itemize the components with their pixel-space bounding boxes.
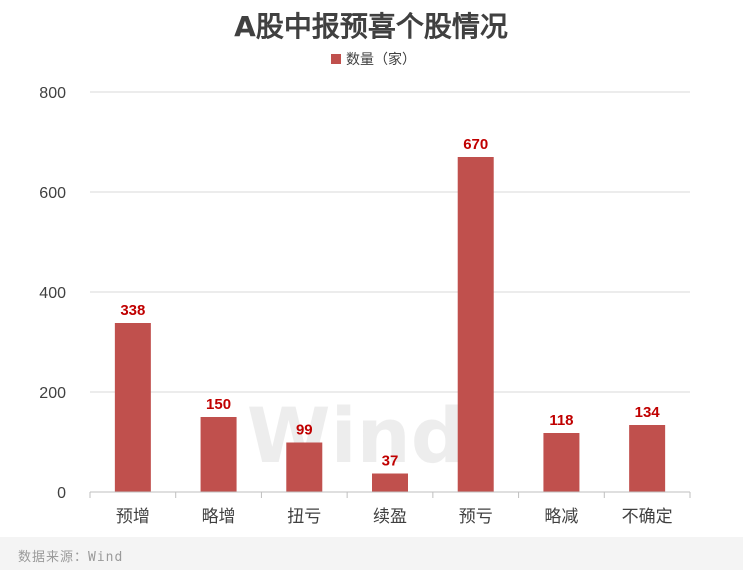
bar	[286, 442, 323, 492]
y-tick-label: 200	[39, 385, 66, 402]
bar	[372, 473, 408, 492]
data-label: 99	[296, 422, 313, 439]
x-tick-label: 续盈	[373, 507, 407, 527]
gridlines	[90, 91, 690, 393]
legend-swatch	[331, 54, 341, 64]
data-label: 37	[382, 453, 399, 470]
y-tick-label: 0	[57, 485, 66, 502]
footer-band	[0, 537, 743, 570]
source-note: 数据来源：Wind	[18, 550, 124, 565]
y-tick-label: 400	[39, 285, 66, 302]
bars	[114, 157, 666, 492]
x-tick-label: 扭亏	[287, 507, 321, 527]
data-label: 338	[120, 302, 145, 319]
y-tick-label: 600	[39, 185, 66, 202]
bar	[200, 417, 237, 492]
data-labels: 338 150 99 37 670 118 134	[120, 136, 660, 470]
legend: 数量（家）	[331, 51, 416, 68]
x-tick-label: 不确定	[622, 507, 673, 527]
data-label: 670	[463, 136, 488, 153]
data-label: 118	[549, 412, 573, 429]
data-label: 150	[206, 396, 231, 413]
watermark: Wind	[247, 391, 465, 480]
x-axis-tick-labels: 预增 略增 扭亏 续盈 预亏 略减 不确定	[89, 492, 691, 527]
bar	[629, 425, 666, 492]
x-tick-label: 略增	[202, 507, 236, 527]
x-tick-label: 预亏	[459, 507, 493, 527]
x-tick-label: 略减	[544, 507, 578, 527]
y-tick-label: 800	[39, 85, 66, 102]
x-tick-label: 预增	[116, 507, 150, 527]
y-axis-tick-labels: 0 200 400 600 800	[39, 85, 66, 502]
legend-label: 数量（家）	[346, 51, 416, 68]
bar-chart: A股中报预喜个股情况 数量（家） Wind 0 200 400 600 800 预增 略增…	[39, 10, 691, 527]
bar	[457, 157, 494, 492]
bar	[543, 433, 580, 492]
bar	[114, 323, 151, 492]
chart-title: A股中报预喜个股情况	[234, 10, 508, 43]
data-label: 134	[635, 404, 661, 421]
